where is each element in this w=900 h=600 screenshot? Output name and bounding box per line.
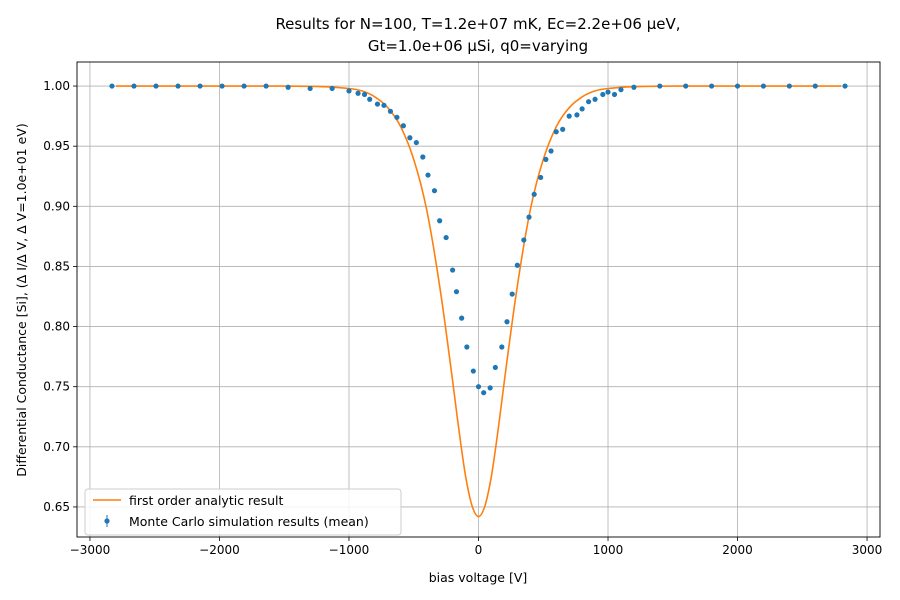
data-point (600, 91, 606, 98)
data-point (812, 83, 818, 89)
legend-swatch-simulation (104, 518, 110, 524)
data-point (499, 344, 505, 350)
y-tick-label: 0.95 (43, 139, 70, 153)
plot-frame (76, 61, 881, 538)
data-point (374, 101, 381, 107)
data-point (631, 84, 637, 90)
x-tick-label: 1000 (593, 543, 624, 557)
data-point (560, 126, 566, 132)
series-points-simulation (109, 83, 848, 396)
data-point (492, 364, 498, 371)
y-tick-label: 0.90 (43, 199, 70, 213)
data-point (786, 83, 792, 89)
legend-label-analytic: first order analytic result (129, 493, 283, 508)
data-point (453, 289, 460, 295)
series-line-analytic (115, 85, 842, 518)
data-point (734, 83, 741, 89)
data-point (407, 135, 413, 141)
data-point (592, 96, 598, 102)
data-point (611, 91, 618, 98)
data-point (579, 106, 585, 112)
x-tick-label: −2000 (199, 543, 240, 557)
data-point (400, 123, 406, 129)
data-point (109, 83, 115, 89)
data-point (131, 83, 137, 89)
data-point (683, 83, 689, 89)
data-point (197, 83, 203, 89)
data-point (307, 85, 313, 92)
data-point (443, 234, 449, 241)
data-point (657, 83, 663, 89)
data-point (464, 344, 470, 350)
y-tick-label: 1.00 (43, 79, 70, 93)
data-point (526, 214, 532, 220)
data-point (470, 368, 476, 374)
data-point (543, 156, 549, 163)
data-point (553, 129, 559, 135)
data-point (425, 172, 431, 178)
data-point (509, 291, 515, 297)
data-point (538, 174, 544, 181)
data-point (504, 319, 510, 325)
data-point (219, 83, 225, 89)
legend-label-simulation: Monte Carlo simulation results (mean) (129, 514, 369, 529)
data-point (487, 385, 493, 391)
data-point (574, 112, 580, 118)
y-axis-label: Differential Conductance [Si], (Δ I/Δ V,… (14, 123, 29, 476)
legend-box (84, 488, 402, 536)
x-axis-label: bias voltage [V] (429, 570, 528, 585)
data-point (437, 218, 443, 224)
y-tick-label: 0.65 (43, 500, 70, 514)
data-point (449, 267, 456, 273)
data-point (566, 113, 572, 119)
plot-area (109, 83, 848, 518)
data-point (481, 390, 487, 396)
legend: first order analytic result Monte Carlo … (84, 488, 402, 536)
data-point (531, 191, 537, 197)
data-point (548, 148, 554, 154)
data-point (175, 83, 181, 89)
data-point (153, 83, 159, 89)
data-point (355, 90, 361, 96)
data-point (514, 262, 520, 268)
data-point (381, 102, 387, 108)
data-point (346, 88, 352, 94)
data-point (367, 96, 373, 102)
data-point (394, 114, 400, 120)
data-point (709, 83, 715, 89)
data-point (285, 84, 291, 90)
data-point (263, 83, 269, 89)
data-point (475, 384, 482, 390)
chart-title-line1: Results for N=100, T=1.2e+07 mK, Ec=2.2e… (275, 15, 680, 33)
data-point (420, 154, 426, 160)
x-tick-label: −1000 (329, 543, 370, 557)
data-point (521, 237, 527, 243)
y-tick-label: 0.80 (43, 320, 70, 334)
y-tick-label: 0.75 (43, 380, 70, 394)
data-point (361, 91, 368, 98)
chart-title-line2: Gt=1.0e+06 μSi, q0=varying (368, 37, 588, 55)
y-tick-label: 0.70 (43, 440, 70, 454)
data-point (760, 83, 767, 89)
data-point (585, 99, 592, 105)
data-point (387, 108, 394, 114)
data-point (329, 85, 335, 92)
data-point (605, 89, 611, 95)
x-tick-label: −3000 (70, 543, 111, 557)
data-point (618, 87, 624, 93)
data-point (842, 83, 848, 89)
axis-ticks: −3000 −2000 −1000 0 1000 2000 3000 0.65 0.70 0.75… (43, 79, 882, 557)
data-point (413, 139, 419, 146)
x-tick-label: 0 (475, 543, 483, 557)
y-tick-label: 0.85 (43, 259, 70, 273)
data-point (241, 83, 247, 89)
x-tick-label: 3000 (852, 543, 883, 557)
data-point (459, 315, 465, 321)
x-tick-label: 2000 (722, 543, 753, 557)
data-point (431, 188, 438, 194)
